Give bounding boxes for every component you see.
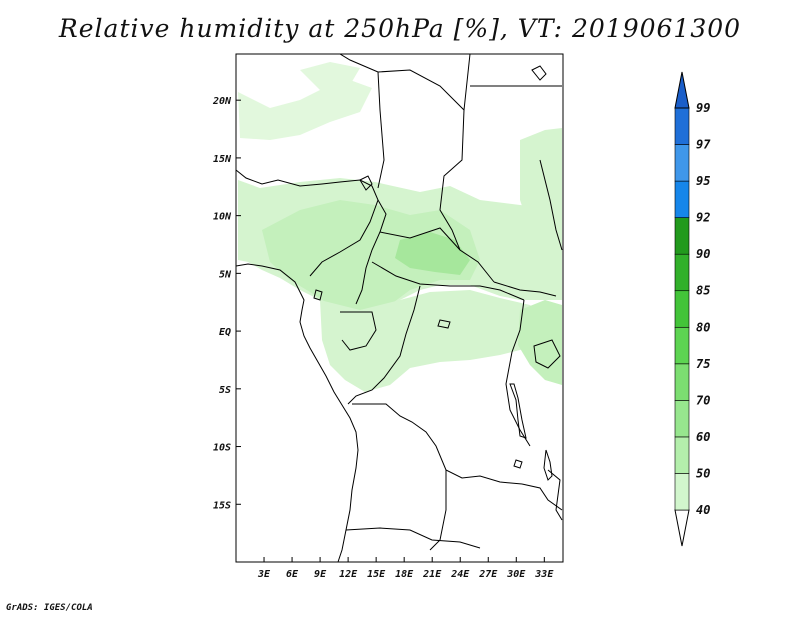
border-east-lakes (505, 299, 531, 447)
lake-victoria (533, 339, 561, 369)
colorbar-label: 90 (696, 247, 710, 261)
humidity-area-east-lakes (518, 300, 562, 385)
lon-tick-label: 27E (478, 569, 498, 580)
humidity-area-central (262, 200, 480, 310)
border-chad-west (339, 54, 385, 189)
colorbar-max-arrow (674, 71, 690, 109)
colorbar-segment (674, 473, 690, 511)
border-south-sudan-uganda (493, 281, 557, 297)
latitude-axis: 20N 15N 10N 5N EQ 5S 10S 15S (212, 96, 241, 511)
colorbar-label: 99 (696, 101, 710, 115)
border-car-south (371, 261, 525, 301)
colorbar-label: 95 (696, 174, 710, 188)
humidity-area-congo (320, 290, 545, 392)
lakes (313, 65, 561, 481)
colorbar-segment (674, 144, 690, 182)
colorbar-segment (674, 363, 690, 401)
border-congo-drc (347, 285, 421, 405)
lat-tick-label: EQ (219, 327, 231, 338)
lon-tick-label: 30E (506, 569, 526, 580)
lat-tick-label: 10N (213, 212, 232, 223)
colorbar-label: 70 (696, 393, 710, 407)
colorbar-segment (674, 400, 690, 438)
colorbar-segment (674, 436, 690, 474)
colorbar-label: 85 (696, 284, 710, 298)
lake-small-1 (513, 459, 523, 469)
border-drc-angola (352, 403, 523, 485)
colorbar-segment (674, 253, 690, 292)
border-libya-chad (377, 54, 471, 112)
lat-tick-label: 15S (213, 500, 231, 511)
humidity-shading (238, 62, 562, 392)
lake-small-2 (531, 65, 547, 81)
lon-tick-label: 24E (450, 569, 470, 580)
lake-chad (359, 175, 373, 191)
humidity-area-north-strip (300, 62, 360, 90)
lake-small-4 (437, 319, 451, 329)
colorbar-label: 75 (696, 357, 710, 371)
border-mozambique (547, 469, 563, 521)
lon-tick-label: 21E (422, 569, 442, 580)
humidity-area-sahel-north (238, 80, 372, 140)
colorbar-label: 97 (696, 138, 711, 152)
colorbar-min-arrow (674, 509, 690, 547)
border-gabon (340, 311, 377, 351)
lat-tick-label: 20N (212, 96, 232, 107)
lake-tanganyika (509, 383, 527, 439)
colorbar-label: 40 (696, 503, 710, 517)
colorbar-label: 60 (696, 430, 710, 444)
border-chad-sudan (439, 109, 495, 283)
humidity-area-core (395, 232, 470, 275)
political-boundaries (236, 54, 563, 562)
colorbar-segment (674, 217, 690, 255)
colorbar-label: 80 (696, 320, 710, 334)
credit-label: GrADS: IGES/COLA (6, 603, 93, 613)
colorbar-segment (674, 290, 690, 328)
lon-tick-label: 15E (367, 569, 386, 580)
lake-small-3 (313, 289, 323, 301)
coastline-west (236, 263, 359, 562)
border-angola-zambia (429, 470, 447, 551)
border-ethiopia (539, 159, 563, 251)
border-namibia (345, 527, 481, 549)
lat-tick-label: 10S (213, 443, 231, 454)
border-car-north (379, 227, 461, 251)
lake-malawi (543, 449, 553, 481)
lon-tick-label: 3E (257, 569, 271, 580)
colorbar-label: 50 (696, 466, 710, 480)
map-title: Relative humidity at 250hPa [%], VT: 201… (58, 14, 742, 43)
lat-tick-label: 5N (219, 269, 232, 280)
humidity-area-east (520, 128, 562, 260)
lat-tick-label: 15N (213, 154, 232, 165)
lat-tick-label: 5S (219, 385, 231, 396)
colorbar: 40 50 60 70 75 80 85 90 92 95 97 99 (674, 71, 711, 547)
map-frame (235, 53, 564, 563)
lon-tick-label: 6E (286, 569, 299, 580)
border-nigeria-cameroon (355, 199, 387, 305)
colorbar-segment (674, 180, 690, 218)
lon-tick-label: 12E (339, 569, 358, 580)
colorbar-segment (674, 326, 690, 365)
colorbar-label: 92 (696, 211, 710, 225)
colorbar-segment (674, 107, 690, 145)
lon-tick-label: 9E (314, 569, 327, 580)
longitude-axis: 3E 6E 9E 12E 15E 18E 21E 24E 27E 30E 33E (257, 557, 554, 580)
lon-tick-label: 33E (534, 569, 554, 580)
lon-tick-label: 18E (395, 569, 414, 580)
border-zambia-tanzania (521, 483, 563, 511)
